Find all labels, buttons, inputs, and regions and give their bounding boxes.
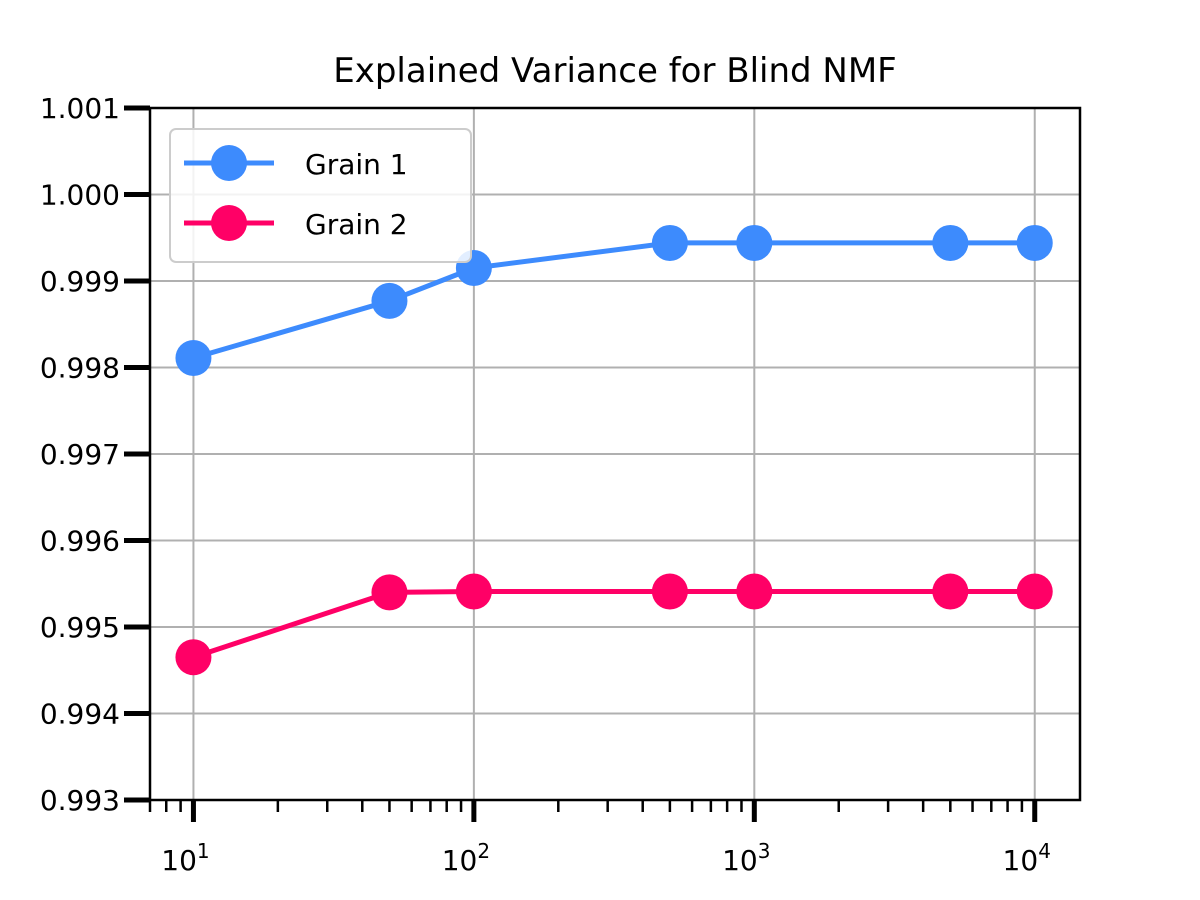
legend-label: Grain 1 <box>305 148 408 181</box>
y-tick-label: 0.995 <box>40 611 120 644</box>
legend-marker <box>211 205 247 241</box>
data-point <box>175 639 212 676</box>
y-tick-label: 1.000 <box>40 179 120 212</box>
data-point <box>932 573 969 610</box>
series-2 <box>175 573 1053 676</box>
y-tick-label: 0.996 <box>40 525 120 558</box>
data-point <box>1016 573 1053 610</box>
y-tick-label: 0.999 <box>40 265 120 298</box>
data-point <box>175 339 212 376</box>
data-point <box>371 574 408 611</box>
grid-lines <box>150 107 1080 801</box>
legend-entry: Grain 2 <box>184 205 408 241</box>
data-point <box>736 573 773 610</box>
plot-series <box>175 224 1053 676</box>
data-point <box>932 224 969 261</box>
axis-ticks: 0.993 0.994 0.995 0.996 0.997 0.998 0.999 1.000… <box>40 92 1051 877</box>
series-1 <box>175 224 1053 376</box>
y-tick-label: 1.001 <box>40 92 120 125</box>
data-point <box>736 224 773 261</box>
legend-marker <box>211 145 247 181</box>
x-tick-label: 102 <box>442 839 490 877</box>
legend-label: Grain 2 <box>305 208 408 241</box>
data-point <box>455 573 492 610</box>
y-tick-label: 0.997 <box>40 438 120 471</box>
y-tick-label: 0.994 <box>40 698 120 731</box>
y-tick-label: 0.993 <box>40 784 120 817</box>
data-point <box>651 224 688 261</box>
y-tick-label: 0.998 <box>40 352 120 385</box>
data-point <box>371 282 408 319</box>
x-tick-label: 101 <box>161 839 209 877</box>
x-tick-label: 104 <box>1003 839 1051 877</box>
x-tick-label: 103 <box>722 839 770 877</box>
chart-title: Explained Variance for Blind NMF <box>333 51 897 91</box>
data-point <box>1016 224 1053 261</box>
data-point <box>651 573 688 610</box>
legend-entry: Grain 1 <box>184 145 408 181</box>
legend: Grain 1 Grain 2 <box>169 128 472 263</box>
